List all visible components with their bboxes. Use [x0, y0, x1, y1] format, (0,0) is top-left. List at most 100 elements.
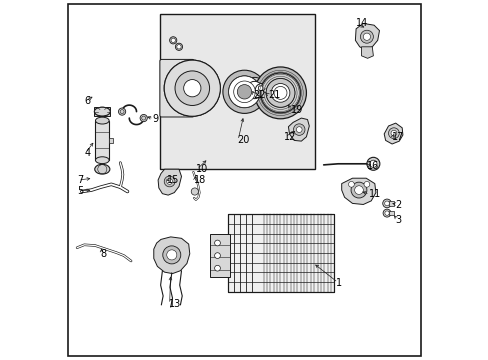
- Circle shape: [177, 45, 181, 49]
- Polygon shape: [288, 118, 309, 141]
- Circle shape: [350, 182, 366, 198]
- Circle shape: [245, 81, 263, 99]
- Circle shape: [296, 127, 302, 132]
- Circle shape: [382, 199, 390, 208]
- Circle shape: [183, 80, 201, 97]
- Polygon shape: [158, 169, 181, 195]
- Circle shape: [384, 211, 388, 215]
- Circle shape: [228, 76, 260, 108]
- Bar: [160, 14, 314, 169]
- Circle shape: [258, 86, 263, 91]
- Circle shape: [265, 78, 294, 107]
- Circle shape: [164, 60, 220, 116]
- Circle shape: [293, 124, 305, 135]
- Circle shape: [228, 76, 260, 108]
- Circle shape: [263, 89, 266, 93]
- Circle shape: [390, 130, 396, 136]
- Circle shape: [262, 87, 268, 94]
- Bar: [388, 211, 393, 215]
- Circle shape: [163, 246, 181, 264]
- Text: 20: 20: [237, 135, 249, 145]
- Circle shape: [366, 157, 379, 170]
- Circle shape: [171, 38, 175, 42]
- Polygon shape: [341, 178, 375, 204]
- Circle shape: [382, 209, 390, 217]
- Text: 8: 8: [101, 249, 106, 259]
- Bar: [95, 121, 109, 160]
- Circle shape: [384, 201, 388, 206]
- Polygon shape: [355, 23, 379, 50]
- Bar: [228, 214, 334, 292]
- Circle shape: [270, 84, 289, 102]
- Text: 22: 22: [253, 90, 265, 100]
- Circle shape: [255, 84, 268, 96]
- Text: 18: 18: [194, 175, 206, 185]
- Ellipse shape: [95, 117, 109, 124]
- Circle shape: [237, 85, 251, 99]
- Text: 5: 5: [77, 186, 83, 196]
- Text: 10: 10: [196, 164, 208, 174]
- Text: 17: 17: [391, 132, 404, 142]
- Circle shape: [360, 30, 373, 43]
- Text: 19: 19: [291, 105, 303, 115]
- Circle shape: [369, 160, 376, 167]
- Text: 13: 13: [168, 299, 181, 309]
- Bar: [210, 234, 230, 277]
- Circle shape: [242, 77, 266, 103]
- Polygon shape: [153, 237, 189, 274]
- Circle shape: [140, 114, 147, 122]
- Circle shape: [175, 43, 182, 50]
- Circle shape: [254, 67, 306, 119]
- Circle shape: [233, 81, 255, 103]
- Circle shape: [260, 73, 300, 113]
- Circle shape: [354, 186, 363, 194]
- Ellipse shape: [95, 164, 110, 174]
- Circle shape: [265, 78, 294, 107]
- Circle shape: [175, 71, 209, 105]
- Bar: [94, 107, 110, 116]
- Text: 6: 6: [84, 96, 90, 106]
- FancyBboxPatch shape: [160, 59, 194, 117]
- Bar: [388, 201, 393, 206]
- Text: 3: 3: [395, 215, 401, 225]
- Bar: [228, 214, 334, 292]
- Text: 21: 21: [267, 90, 280, 100]
- Circle shape: [184, 80, 200, 96]
- Circle shape: [176, 72, 208, 104]
- Polygon shape: [384, 123, 402, 144]
- Text: 9: 9: [152, 114, 159, 124]
- Circle shape: [166, 250, 177, 260]
- Text: 7: 7: [77, 175, 83, 185]
- Text: 4: 4: [84, 148, 90, 158]
- Circle shape: [273, 86, 286, 99]
- Text: 14: 14: [355, 18, 367, 28]
- Circle shape: [214, 240, 220, 246]
- Circle shape: [164, 176, 175, 187]
- Circle shape: [166, 179, 172, 184]
- Polygon shape: [361, 47, 373, 58]
- Circle shape: [214, 265, 220, 271]
- Circle shape: [118, 108, 125, 115]
- Circle shape: [387, 128, 399, 139]
- Circle shape: [164, 60, 220, 116]
- Circle shape: [260, 73, 300, 113]
- Circle shape: [363, 181, 369, 187]
- Text: 12: 12: [284, 132, 296, 142]
- Bar: [109, 138, 113, 143]
- Text: 11: 11: [368, 189, 380, 199]
- Circle shape: [214, 253, 220, 258]
- Text: 1: 1: [336, 278, 342, 288]
- Circle shape: [256, 84, 264, 93]
- Text: 15: 15: [167, 175, 179, 185]
- Ellipse shape: [95, 157, 109, 164]
- Circle shape: [251, 80, 271, 100]
- Circle shape: [191, 188, 198, 195]
- Circle shape: [223, 70, 265, 113]
- Circle shape: [169, 37, 177, 44]
- Circle shape: [348, 181, 354, 187]
- Ellipse shape: [94, 107, 110, 116]
- Text: 2: 2: [395, 200, 401, 210]
- Circle shape: [363, 33, 370, 40]
- Ellipse shape: [94, 107, 110, 116]
- Text: 16: 16: [366, 161, 378, 171]
